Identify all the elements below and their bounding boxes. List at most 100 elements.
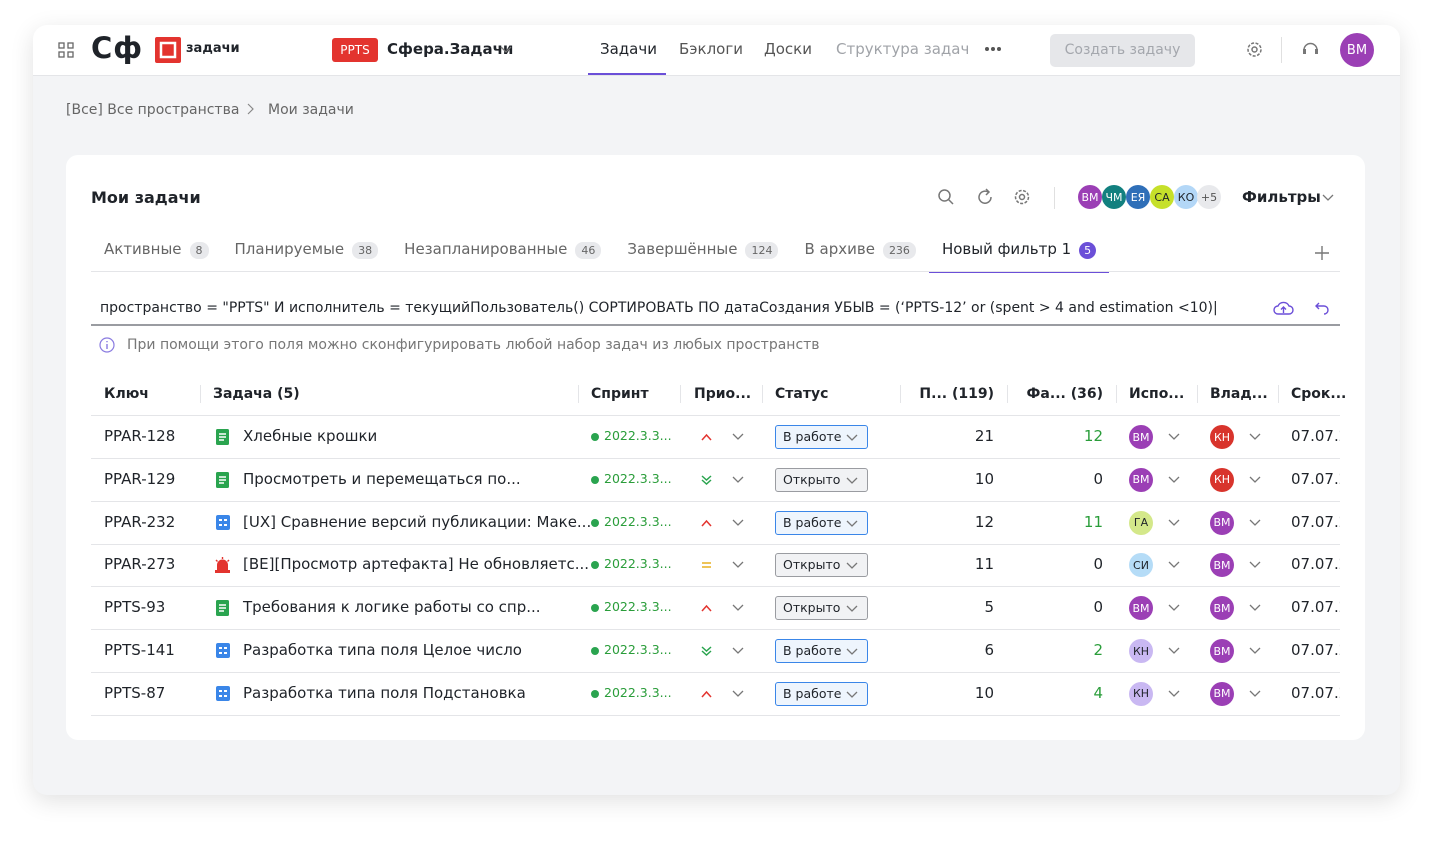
task-title[interactable]: Требования к логике работы со спр...	[243, 598, 541, 617]
task-title[interactable]: Разработка типа поля Подстановка	[243, 683, 526, 702]
task-title[interactable]: Просмотреть и перемещаться по...	[243, 469, 521, 488]
tab[interactable]: Новый фильтр 1 5	[928, 242, 1110, 273]
filters-chevron[interactable]	[1322, 194, 1334, 201]
tab[interactable]: Активные 8	[91, 242, 222, 273]
priority-chevron[interactable]	[732, 476, 744, 483]
sprint[interactable]: 2022.3.3...	[604, 684, 672, 700]
owner-chevron[interactable]	[1249, 561, 1261, 569]
status-pill[interactable]	[775, 596, 868, 621]
space-badge[interactable]: PPTS	[332, 38, 378, 62]
apps-icon[interactable]	[58, 42, 74, 58]
column-header[interactable]: Прио...	[694, 386, 752, 402]
priority-chevron[interactable]	[732, 433, 744, 440]
assignee-chevron[interactable]	[1168, 604, 1180, 612]
priority-chevron[interactable]	[732, 690, 744, 697]
search-icon[interactable]	[938, 189, 954, 205]
assignee-chevron[interactable]	[1168, 561, 1180, 569]
assignee-chevron[interactable]	[1168, 433, 1180, 440]
priority-icon	[701, 605, 712, 612]
column-header[interactable]: Фа... (36)	[1026, 386, 1103, 402]
task-key[interactable]: PPAR-129	[104, 469, 176, 488]
status-chevron[interactable]	[846, 520, 858, 527]
nav-item[interactable]: Доски	[764, 40, 812, 58]
settings-icon[interactable]	[1014, 189, 1030, 205]
sprint[interactable]: 2022.3.3...	[604, 513, 672, 529]
product-name: задачи	[186, 41, 240, 56]
status-chevron[interactable]	[846, 605, 858, 613]
create-button[interactable]: Создать задачу	[1050, 34, 1195, 67]
priority-chevron[interactable]	[732, 604, 744, 612]
task-key[interactable]: PPAR-273	[104, 555, 176, 574]
tab-label: Завершённые	[627, 240, 738, 258]
settings-icon[interactable]	[1246, 41, 1263, 58]
sprint[interactable]: 2022.3.3...	[604, 642, 672, 657]
support-icon[interactable]	[1302, 41, 1319, 58]
status-chevron[interactable]	[846, 562, 858, 570]
column-header[interactable]: П... (119)	[919, 386, 994, 402]
status-pill[interactable]	[775, 681, 868, 706]
owner-chevron[interactable]	[1249, 604, 1261, 612]
nav-item[interactable]: Задачи	[600, 40, 657, 58]
tab[interactable]: Планируемые 38	[222, 242, 392, 273]
sprint[interactable]: 2022.3.3...	[604, 470, 672, 486]
logo-text: Сф	[91, 31, 144, 65]
space-chevron[interactable]	[500, 46, 512, 53]
save-icon[interactable]	[1273, 301, 1294, 315]
tab[interactable]: Незапланированные 46	[391, 242, 614, 273]
sprint[interactable]: 2022.3.3...	[604, 599, 672, 615]
status-pill[interactable]	[775, 553, 868, 578]
column-header[interactable]: Задача (5)	[213, 386, 300, 402]
task-title[interactable]: Разработка типа поля Целое число	[243, 641, 522, 659]
filters-button[interactable]: Фильтры	[1242, 188, 1321, 206]
assignee-chevron[interactable]	[1168, 690, 1180, 697]
task-key[interactable]: PPTS-93	[104, 598, 166, 617]
sprint[interactable]: 2022.3.3...	[604, 556, 672, 572]
owner-chevron[interactable]	[1249, 690, 1261, 697]
priority-chevron[interactable]	[732, 561, 744, 569]
status-chevron[interactable]	[846, 477, 858, 484]
more-icon[interactable]	[985, 47, 1003, 51]
assignee-chevron[interactable]	[1168, 647, 1180, 654]
task-key[interactable]: PPTS-141	[104, 641, 175, 659]
assignee-chevron[interactable]	[1168, 476, 1180, 483]
task-key[interactable]: PPAR-232	[104, 512, 176, 531]
status-pill[interactable]	[775, 510, 868, 535]
owner-chevron[interactable]	[1249, 647, 1261, 654]
priority-chevron[interactable]	[732, 519, 744, 526]
status-chevron[interactable]	[846, 648, 858, 655]
breadcrumb[interactable]: [Все] Все пространства	[66, 102, 240, 118]
column-header[interactable]: Влад...	[1210, 386, 1268, 402]
query-input[interactable]: пространство = "PPTS" И исполнитель = те…	[100, 300, 1218, 316]
task-title[interactable]: Хлебные крошки	[243, 427, 378, 445]
add-tab-icon[interactable]	[1315, 246, 1329, 260]
status-pill[interactable]	[775, 425, 868, 449]
sprint[interactable]: 2022.3.3...	[604, 428, 672, 443]
tab[interactable]: Завершённые 124	[614, 242, 791, 273]
task-key[interactable]: PPAR-128	[104, 427, 176, 445]
nav-item[interactable]: Бэклоги	[679, 40, 743, 58]
task-title[interactable]: [UX] Сравнение версий публикации: Маке..…	[243, 512, 592, 531]
priority-chevron[interactable]	[732, 647, 744, 654]
owner-chevron[interactable]	[1249, 433, 1261, 440]
task-title[interactable]: [BE][Просмотр артефакта] Не обновляетс..…	[243, 555, 590, 574]
owner-chevron[interactable]	[1249, 519, 1261, 526]
status-chevron[interactable]	[846, 691, 858, 698]
undo-icon[interactable]	[1315, 302, 1329, 315]
sprint-dot	[591, 604, 599, 613]
column-header[interactable]: Срок...	[1291, 386, 1347, 402]
column-header[interactable]: Ключ	[104, 386, 149, 402]
task-key[interactable]: PPTS-87	[104, 683, 166, 702]
assignee-chevron[interactable]	[1168, 519, 1180, 526]
status-chevron[interactable]	[846, 434, 858, 441]
tab[interactable]: В архиве 236	[791, 242, 928, 273]
status-pill[interactable]	[775, 467, 868, 492]
column-separator	[762, 385, 763, 403]
column-header[interactable]: Статус	[775, 386, 829, 402]
refresh-icon[interactable]	[977, 188, 993, 205]
status-pill[interactable]	[775, 639, 868, 663]
column-header[interactable]: Спринт	[591, 386, 649, 402]
owner-chevron[interactable]	[1249, 476, 1261, 483]
nav-item[interactable]: Структура задач	[836, 40, 970, 58]
space-name[interactable]: Сфера.Задачи	[387, 40, 514, 58]
column-header[interactable]: Испо...	[1129, 386, 1185, 402]
